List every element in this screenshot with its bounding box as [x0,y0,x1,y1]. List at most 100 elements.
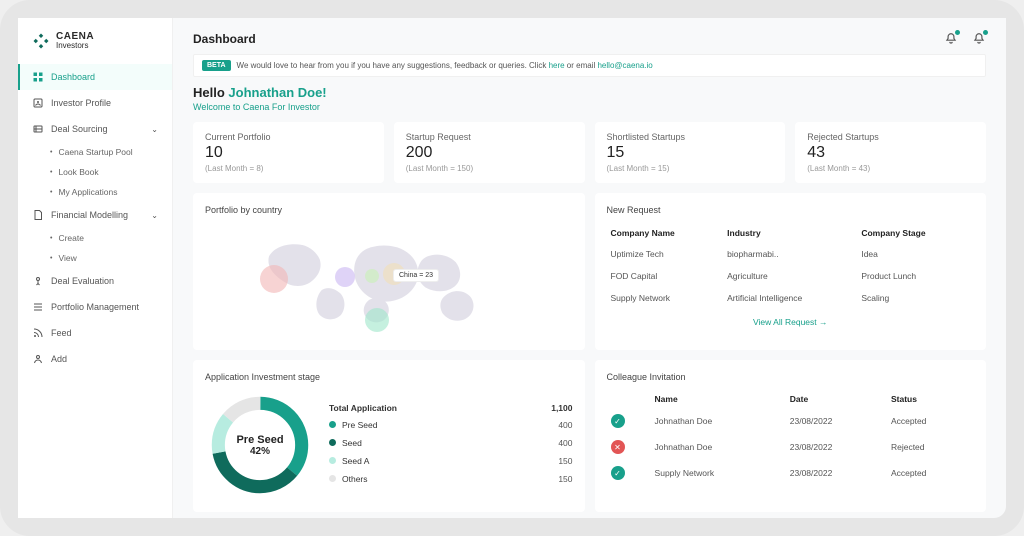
colleague-table: NameDateStatus ✓Johnathan Doe23/08/2022A… [607,390,975,486]
nav-label: Deal Evaluation [51,276,114,286]
table-cell: 23/08/2022 [786,408,887,434]
colleague-invitation-card: Colleague Invitation NameDateStatus ✓Joh… [595,360,987,512]
stat-label: Shortlisted Startups [607,132,774,142]
stat-sub: (Last Month = 43) [807,164,974,173]
table-row[interactable]: Supply NetworkArtificial IntelligenceSca… [607,287,975,309]
chevron-down-icon: ⌄ [151,211,158,220]
table-cell: Agriculture [723,265,857,287]
card-title: New Request [607,205,975,215]
beta-link-here[interactable]: here [549,61,565,70]
legend-value: 400 [558,420,572,430]
sidebar-sub-item[interactable]: View [18,248,172,268]
nav-portfolio-management[interactable]: Portfolio Management [18,294,172,320]
stat-sub: (Last Month = 8) [205,164,372,173]
table-cell: Scaling [857,287,974,309]
notification-bell-2[interactable] [972,32,986,46]
table-cell: Artificial Intelligence [723,287,857,309]
main: Dashboard BETA We would love to hear fro… [173,18,1006,518]
card-title: Portfolio by country [205,205,573,215]
table-cell: biopharmabi.. [723,243,857,265]
map-bubble [260,265,288,293]
feed-icon [32,327,44,339]
stat-label: Rejected Startups [807,132,974,142]
nav-financial-modelling[interactable]: Financial Modelling ⌄ [18,202,172,228]
check-icon: ✓ [611,414,625,428]
stat-label: Startup Request [406,132,573,142]
stat-card: Rejected Startups43(Last Month = 43) [795,122,986,183]
new-request-table: Company NameIndustryCompany Stage Uptimi… [607,223,975,309]
table-header: Company Name [607,223,724,243]
bell-icon [972,32,986,46]
beta-text2: or email [565,61,598,70]
stat-card: Current Portfolio10(Last Month = 8) [193,122,384,183]
card-title: Colleague Invitation [607,372,975,382]
portfolio-by-country-card: Portfolio by country [193,193,585,350]
beta-text: We would love to hear from you if you ha… [237,61,549,70]
topbar: Dashboard [173,18,1006,54]
sidebar-sub-item[interactable]: Look Book [18,162,172,182]
beta-banner: BETA We would love to hear from you if y… [193,54,986,77]
check-icon: ✓ [611,466,625,480]
greeting-welcome: Welcome to Caena For Investor [193,102,986,112]
legend-row: Others150 [329,470,573,488]
beta-link-email[interactable]: hello@caena.io [597,61,652,70]
donut-center-value: 42% [250,446,270,457]
legend-dot [329,475,336,482]
donut-chart: Pre Seed 42% [205,390,315,500]
table-cell: Product Lunch [857,265,974,287]
table-header: Name [651,390,786,408]
map-tooltip: China = 23 [393,269,439,282]
legend-row: Seed A150 [329,452,573,470]
legend-row: Pre Seed 400 [329,416,573,434]
legend-dot [329,439,336,446]
world-map: China = 23 [205,223,573,338]
table-row[interactable]: Uptimize Techbiopharmabi..Idea [607,243,975,265]
greeting-line: Hello Johnathan Doe! [193,85,986,100]
table-header: Industry [723,223,857,243]
sidebar-sub-item[interactable]: Create [18,228,172,248]
donut-center-label: Pre Seed [236,434,283,446]
legend-value: 150 [558,474,572,484]
bell-icon [944,32,958,46]
nav-deal-evaluation[interactable]: Deal Evaluation [18,268,172,294]
legend-label: Pre Seed [342,420,552,430]
status-text: Accepted [887,460,974,486]
status-text: Accepted [887,408,974,434]
legend-dot [329,457,336,464]
stat-value: 200 [406,144,573,162]
nav-feed[interactable]: Feed [18,320,172,346]
legend-label: Seed [342,438,552,448]
sidebar-sub-item[interactable]: Caena Startup Pool [18,142,172,162]
application-stage-card: Application Investment stage Pre Seed 42… [193,360,585,512]
map-bubble [335,267,355,287]
nav-investor-profile[interactable]: Investor Profile [18,90,172,116]
stat-sub: (Last Month = 150) [406,164,573,173]
table-cell: Uptimize Tech [607,243,724,265]
card-title: Application Investment stage [205,372,573,382]
stat-card: Startup Request 200 (Last Month = 150) [394,122,585,183]
list-icon [32,301,44,313]
stats-row: Current Portfolio10(Last Month = 8)Start… [193,122,986,183]
table-row[interactable]: ✓Supply Network23/08/2022Accepted [607,460,975,486]
map-bubble [365,269,379,283]
sidebar-sub-item[interactable]: My Applications [18,182,172,202]
table-cell: Supply Network [607,287,724,309]
status-text: Rejected [887,434,974,460]
brand-sub: Investors [56,42,94,50]
nav-dashboard[interactable]: Dashboard [18,64,172,90]
new-request-card: New Request Company NameIndustryCompany … [595,193,987,350]
view-all-request-link[interactable]: View All Request → [753,317,828,327]
table-row[interactable]: FOD CapitalAgricultureProduct Lunch [607,265,975,287]
beta-badge: BETA [202,60,231,71]
nav-label: Financial Modelling [51,210,128,220]
document-icon [32,209,44,221]
nav-add[interactable]: Add [18,346,172,372]
notification-bell-1[interactable] [944,32,958,46]
table-row[interactable]: ✓Johnathan Doe23/08/2022Accepted [607,408,975,434]
stat-label: Current Portfolio [205,132,372,142]
nav-label: Investor Profile [51,98,111,108]
nav-label: Deal Sourcing [51,124,108,134]
logo: CAENA Investors [18,32,172,64]
nav-deal-sourcing[interactable]: Deal Sourcing ⌄ [18,116,172,142]
table-row[interactable]: ✕Johnathan Doe23/08/2022Rejected [607,434,975,460]
